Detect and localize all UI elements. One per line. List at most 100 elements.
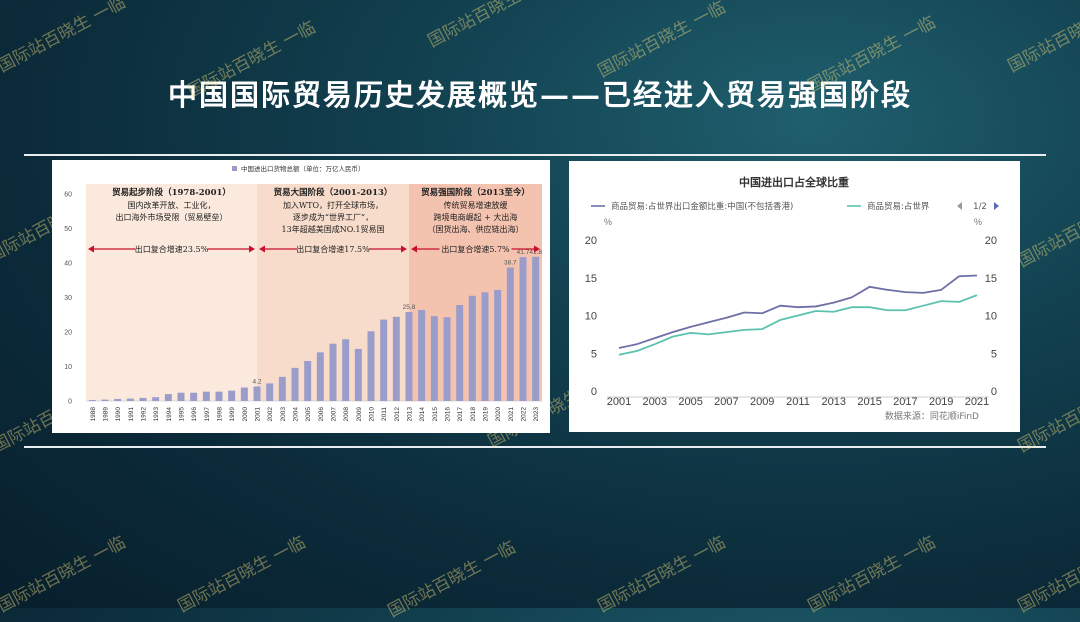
legend-label: 中国进出口货物总额（单位：万亿人民币） xyxy=(241,164,365,173)
x-tick-label: 2016 xyxy=(445,407,452,422)
x-tick-label: 2015 xyxy=(432,407,439,422)
x-tick-label: 2022 xyxy=(521,407,528,422)
x-tick-label: 2013 xyxy=(822,396,846,408)
phase-description: 跨境电商崛起 + 大出海 xyxy=(434,212,518,222)
x-tick-label: 2001 xyxy=(255,407,262,422)
bar xyxy=(392,316,400,401)
x-tick-label: 2003 xyxy=(643,396,667,408)
bar xyxy=(456,305,464,401)
y-tick-label-left: 5 xyxy=(591,348,597,360)
x-tick-label: 2005 xyxy=(678,396,702,408)
y-tick-label: 30 xyxy=(64,295,72,302)
x-tick-label: 2011 xyxy=(786,396,810,408)
x-tick-label: 2010 xyxy=(369,407,376,422)
x-tick-label: 1994 xyxy=(166,407,173,422)
x-tick-label: 2021 xyxy=(965,396,989,408)
x-tick-label: 1989 xyxy=(103,407,110,422)
x-tick-label: 2003 xyxy=(280,407,287,422)
watermark-text: 国际站百晓生 一临 xyxy=(594,0,729,82)
bar xyxy=(278,376,286,401)
y-tick-label-right: 15 xyxy=(985,273,997,285)
series-line-2 xyxy=(618,294,978,356)
bar xyxy=(418,309,426,401)
x-tick-label: 2005 xyxy=(305,407,312,422)
data-source: 数据来源：同花顺iFinD xyxy=(885,410,979,422)
bar xyxy=(443,317,451,401)
watermark-text: 国际站百晓生 一临 xyxy=(594,532,729,617)
trade-volume-chart-panel: 4.2 25.8 38.7 41.7 41.8 1988 1989 1990 1991 1992… xyxy=(52,160,550,433)
arrow-head-icon xyxy=(534,245,540,253)
y-tick-label: 0 xyxy=(68,399,72,406)
global-share-chart-panel: 中国进出口占全球比重 商品贸易:占世界出口金额比重:中国(不包括香港) 商品贸易:… xyxy=(569,161,1020,432)
bar xyxy=(468,295,476,401)
x-tick-label: 2001 xyxy=(607,396,631,408)
x-tick-label: 2002 xyxy=(267,407,274,422)
global-share-chart: 中国进出口占全球比重 商品贸易:占世界出口金额比重:中国(不包括香港) 商品贸易:… xyxy=(585,175,999,422)
legend-next-icon[interactable] xyxy=(994,202,999,210)
x-tick-label: 2009 xyxy=(356,407,363,422)
watermark-text: 国际站百晓生 一临 xyxy=(1004,0,1080,77)
x-tick-label: 1991 xyxy=(128,407,135,422)
watermark-text: 国际站百晓生 一临 xyxy=(424,0,559,52)
cagr-label: 出口复合增速5.7% xyxy=(441,244,510,254)
arrow-head-icon xyxy=(88,245,94,253)
x-tick-label: 2015 xyxy=(857,396,881,408)
x-tick-label: 2018 xyxy=(470,407,477,422)
bar xyxy=(354,348,362,401)
series-line-1 xyxy=(618,274,978,349)
x-tick-label: 2006 xyxy=(318,407,325,422)
phase-description: 加入WTO，打开全球市场， xyxy=(283,200,383,210)
bar xyxy=(202,391,210,401)
arrow-head-icon xyxy=(411,245,417,253)
x-tick-label: 2013 xyxy=(407,407,414,422)
y-tick-label: 50 xyxy=(64,226,72,233)
x-tick-label: 1995 xyxy=(179,407,186,422)
phase-description: 逐步成为“世界工厂”， xyxy=(293,212,373,222)
watermark-text: 国际站百晓生 一临 xyxy=(0,532,129,617)
bar xyxy=(291,367,299,401)
legend-label: 商品贸易:占世界 xyxy=(867,201,930,212)
x-tick-label: 2019 xyxy=(929,396,953,408)
x-tick-label: 1999 xyxy=(229,407,236,422)
bar xyxy=(405,311,413,401)
x-tick-label: 1992 xyxy=(141,407,148,422)
bar xyxy=(481,292,489,401)
legend-prev-icon[interactable] xyxy=(957,202,962,210)
arrow-head-icon xyxy=(259,245,265,253)
y-tick-label-left: 20 xyxy=(585,235,597,247)
bottom-divider xyxy=(24,446,1046,448)
x-tick-label: 2000 xyxy=(242,407,249,422)
slide-title: 中国国际贸易历史发展概览——已经进入贸易强国阶段 xyxy=(167,78,912,112)
x-tick-label: 1996 xyxy=(191,407,198,422)
cagr-label: 出口复合增速17.5% xyxy=(296,244,370,254)
phase-description: （国货出海、供应链出海） xyxy=(428,224,524,234)
bar xyxy=(367,331,375,401)
trade-volume-chart: 4.2 25.8 38.741.7 41.8 1988 1989 1990 1991 1992… xyxy=(64,164,542,422)
y-tick-label: 10 xyxy=(64,364,72,371)
watermark-text: 国际站百晓生 一临 xyxy=(0,0,129,77)
arrow-head-icon xyxy=(401,245,407,253)
watermark-text: 国际站百晓生 一临 xyxy=(174,532,309,617)
top-divider xyxy=(24,154,1046,156)
bar xyxy=(126,398,134,401)
cagr-label: 出口复合增速23.5% xyxy=(135,244,209,254)
y-tick-label: 40 xyxy=(64,261,72,268)
x-tick-label: 2007 xyxy=(714,396,738,408)
legend-label: 商品贸易:占世界出口金额比重:中国(不包括香港) xyxy=(611,201,793,212)
y-tick-label: 60 xyxy=(64,192,72,199)
x-tick-label: 1990 xyxy=(115,407,122,422)
x-tick-label: 2014 xyxy=(419,407,426,422)
bar xyxy=(139,397,147,401)
y-unit-left: % xyxy=(604,217,612,227)
y-tick-label-left: 10 xyxy=(585,311,597,323)
bar xyxy=(519,257,527,401)
watermark-text: 国际站百晓生 一临 xyxy=(1014,533,1080,617)
y-tick-label-left: 15 xyxy=(585,273,597,285)
bar xyxy=(316,352,324,401)
legend-swatch xyxy=(232,166,237,171)
y-tick-label-left: 0 xyxy=(591,386,597,398)
x-tick-label: 2012 xyxy=(394,407,401,422)
x-tick-label: 2020 xyxy=(495,407,502,422)
x-tick-label: 2021 xyxy=(508,407,515,422)
x-tick-label: 1998 xyxy=(217,407,224,422)
